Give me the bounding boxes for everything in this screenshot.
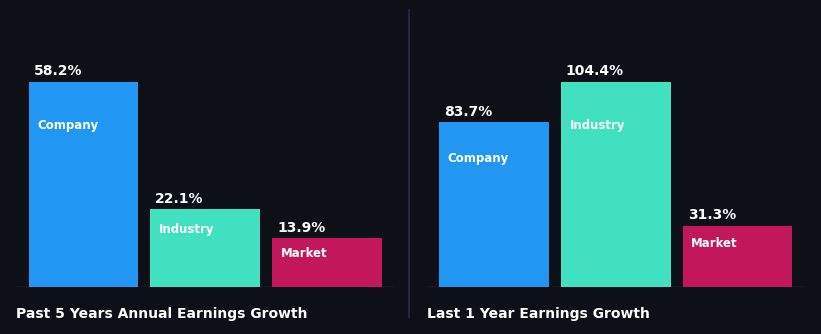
Text: 31.3%: 31.3% [688, 208, 736, 222]
Bar [150, 209, 260, 287]
Text: Industry: Industry [159, 223, 214, 236]
Text: 58.2%: 58.2% [34, 64, 82, 78]
Bar [561, 82, 671, 287]
Text: Company: Company [37, 119, 99, 132]
Text: Market: Market [281, 247, 328, 260]
Text: Past 5 Years Annual Earnings Growth: Past 5 Years Annual Earnings Growth [16, 307, 308, 321]
Bar [29, 82, 138, 287]
Text: 83.7%: 83.7% [444, 105, 493, 119]
Text: Company: Company [447, 152, 509, 165]
Text: 22.1%: 22.1% [155, 192, 204, 206]
Text: 13.9%: 13.9% [277, 221, 325, 235]
Text: Market: Market [691, 237, 738, 250]
Bar [683, 226, 792, 287]
Bar [273, 238, 382, 287]
Text: Industry: Industry [570, 119, 625, 132]
Text: Last 1 Year Earnings Growth: Last 1 Year Earnings Growth [427, 307, 649, 321]
Bar [439, 123, 548, 287]
Text: 104.4%: 104.4% [566, 64, 624, 78]
